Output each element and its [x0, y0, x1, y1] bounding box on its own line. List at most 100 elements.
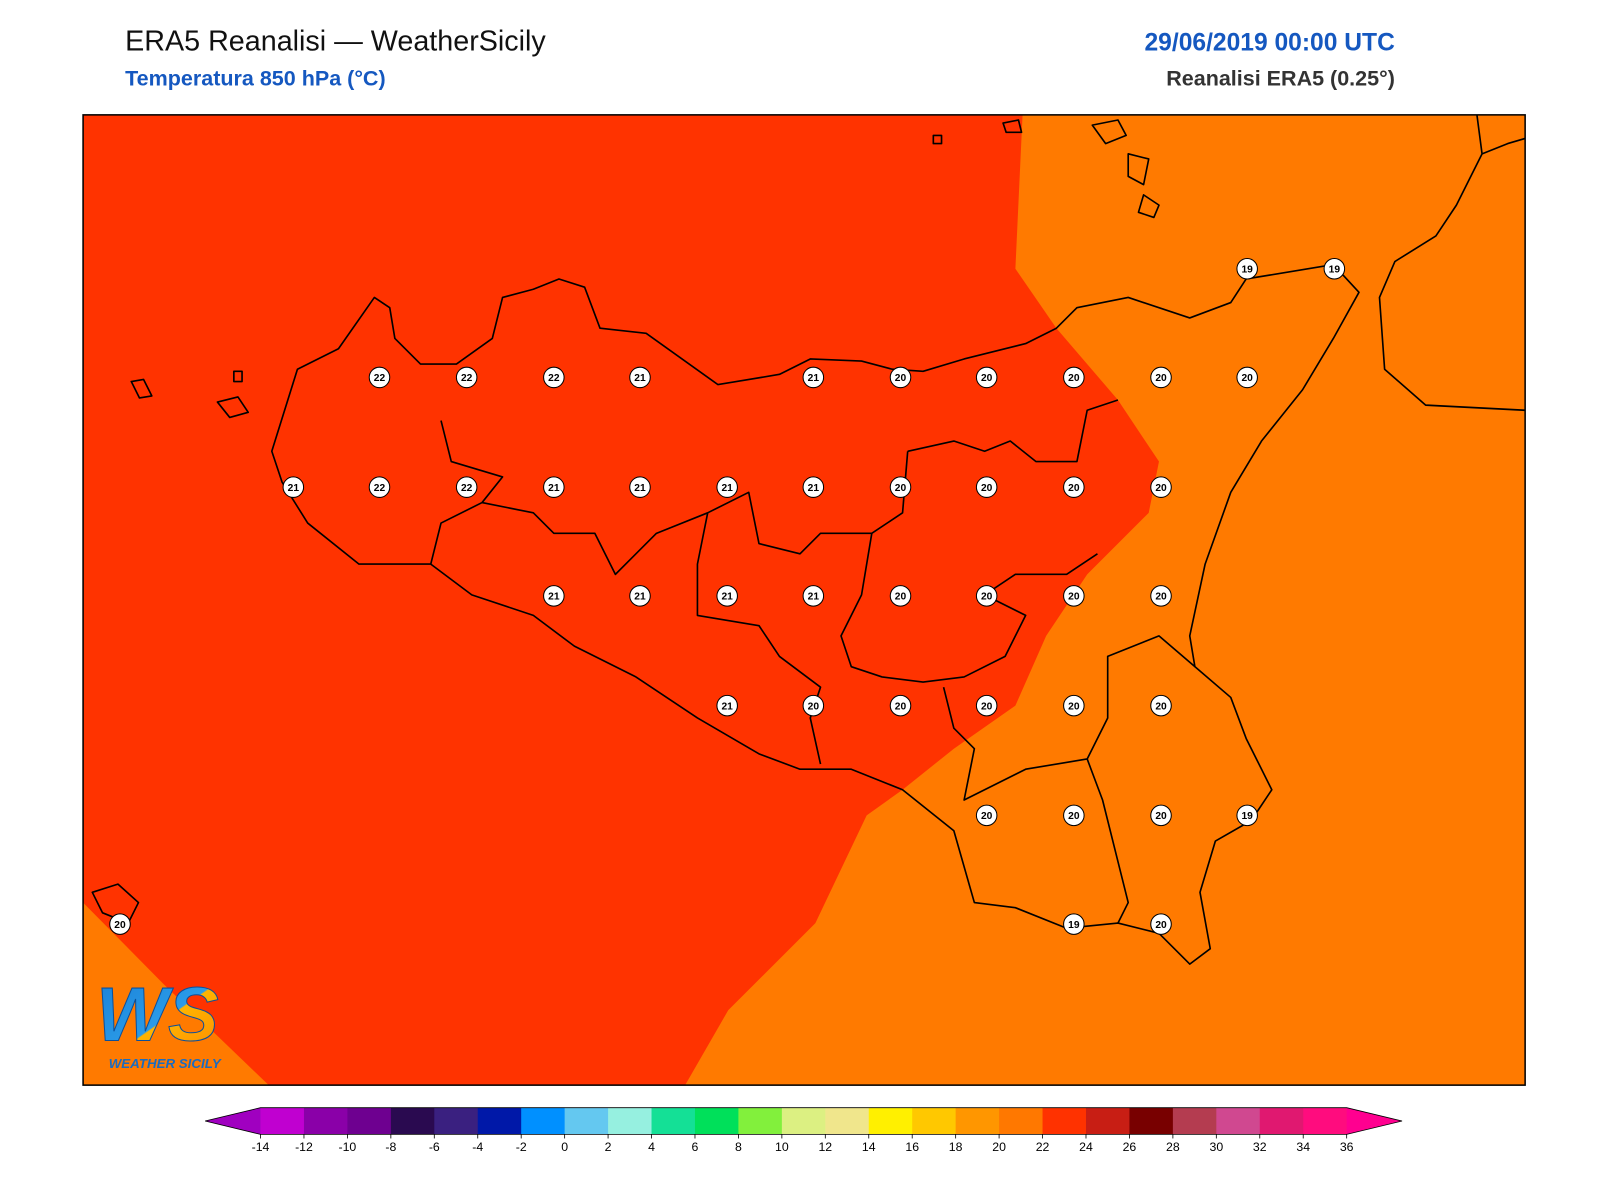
colorbar-segment — [260, 1107, 305, 1135]
station-marker — [543, 476, 565, 498]
province-border — [1086, 758, 1130, 924]
colorbar-tick-label: 36 — [1340, 1140, 1354, 1154]
station-marker — [368, 476, 391, 498]
station-value: 20 — [114, 920, 126, 931]
colorbar-segment — [1085, 1107, 1130, 1135]
station-marker — [543, 366, 565, 389]
station-value: 20 — [981, 592, 993, 603]
station-value: 21 — [808, 483, 820, 494]
station-value: 21 — [721, 701, 733, 712]
station-value: 21 — [288, 483, 300, 494]
calabria-coast — [1378, 114, 1526, 412]
station-marker — [368, 366, 391, 389]
station-value: 20 — [1155, 811, 1167, 822]
station-value: 20 — [808, 701, 820, 712]
station-value: 22 — [374, 373, 386, 384]
station-marker — [975, 366, 998, 389]
colorbar-tick-label: 4 — [648, 1140, 655, 1154]
station-marker — [716, 476, 738, 498]
colorbar-segment — [1259, 1107, 1304, 1135]
station-value: 22 — [374, 483, 386, 494]
colorbar-tick-label: 20 — [992, 1140, 1006, 1154]
station-marker — [889, 694, 912, 717]
station-value: 21 — [548, 592, 560, 603]
province-border — [481, 491, 872, 576]
station-value: 19 — [1068, 920, 1080, 931]
station-value: 20 — [1155, 373, 1167, 384]
colorbar-tick-label: 12 — [818, 1140, 832, 1154]
station-marker — [455, 476, 478, 498]
station-marker — [802, 366, 825, 389]
station-marker — [1236, 366, 1258, 389]
colorbar-segment — [521, 1107, 566, 1135]
station-marker — [716, 694, 738, 717]
station-value: 21 — [634, 483, 646, 494]
map: 19 19 22 22 22 21 21 20 20 20 20 20 21 22 22 21 21 21 21 20… — [82, 114, 1526, 1086]
station-value: 20 — [895, 483, 907, 494]
station-marker — [455, 366, 478, 389]
station-marker — [109, 913, 131, 935]
station-marker — [975, 694, 998, 717]
colorbar-tick-label: 10 — [775, 1140, 789, 1154]
station-marker — [802, 585, 825, 607]
station-marker — [1236, 804, 1258, 827]
map-frame — [82, 114, 1526, 1086]
subtitle: Temperatura 850 hPa (°C) — [125, 67, 386, 91]
station-value: 20 — [981, 811, 993, 822]
station-value: 20 — [895, 592, 907, 603]
colorbar-segment — [955, 1107, 1000, 1135]
colorbar-tick-label: -10 — [339, 1140, 357, 1154]
station-value: 20 — [1068, 811, 1080, 822]
colorbar-tick-label: 24 — [1079, 1140, 1093, 1154]
colorbar-segment — [434, 1107, 479, 1135]
colorbar-tick-label: -8 — [385, 1140, 396, 1154]
station-value: 19 — [1241, 811, 1253, 822]
station-marker — [629, 476, 651, 498]
station-marker — [629, 366, 651, 389]
colorbar-tick-label: 34 — [1296, 1140, 1310, 1154]
station-value: 21 — [808, 373, 820, 384]
station-marker — [1063, 694, 1085, 717]
station-marker — [1150, 804, 1172, 827]
station-marker — [889, 366, 912, 389]
colorbar-segment — [868, 1107, 913, 1135]
province-border — [907, 399, 1119, 463]
colorbar-tick-label: 0 — [561, 1140, 568, 1154]
logo-mark: WS — [96, 973, 218, 1058]
station-marker — [543, 585, 565, 607]
station-marker — [1236, 257, 1258, 280]
temperature-field — [83, 902, 269, 1086]
station-value: 22 — [461, 373, 473, 384]
sicily-coast — [270, 263, 1360, 965]
colorbar-tick-label: 28 — [1166, 1140, 1180, 1154]
station-value: 21 — [548, 483, 560, 494]
station-marker — [1150, 476, 1172, 498]
station-value: 19 — [1329, 264, 1341, 275]
station-marker — [975, 585, 998, 607]
colorbar-segment — [781, 1107, 826, 1135]
colorbar-under — [205, 1107, 261, 1135]
province-border — [429, 420, 504, 565]
colorbar-segment — [1172, 1107, 1217, 1135]
colorbar-segment — [999, 1107, 1044, 1135]
station-marker — [1150, 694, 1172, 717]
colorbar-tick-label: 8 — [735, 1140, 742, 1154]
colorbar-tick-label: 14 — [862, 1140, 876, 1154]
colorbar-segment — [1129, 1107, 1174, 1135]
station-marker — [889, 476, 912, 498]
colorbar-tick-label: -4 — [472, 1140, 483, 1154]
station-value: 21 — [721, 592, 733, 603]
station-value: 22 — [461, 483, 473, 494]
logo-name: WEATHER SICILY — [109, 1056, 222, 1071]
station-value: 20 — [981, 701, 993, 712]
source: Reanalisi ERA5 (0.25°) — [1166, 67, 1395, 91]
colorbar-segment — [477, 1107, 522, 1135]
station-marker — [889, 585, 912, 607]
colorbar-tick-label: 26 — [1123, 1140, 1137, 1154]
colorbar-tick-label: 2 — [605, 1140, 612, 1154]
station-value: 20 — [1155, 483, 1167, 494]
station-marker — [1063, 913, 1085, 935]
station-marker — [282, 476, 305, 498]
station-marker — [1063, 804, 1085, 827]
